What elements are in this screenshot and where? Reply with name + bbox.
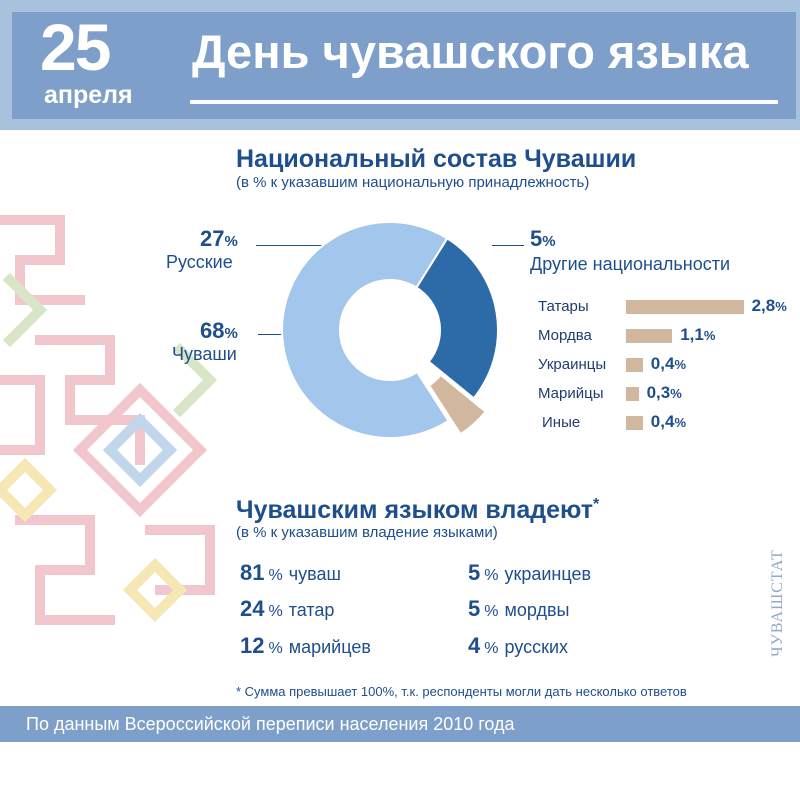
footnote: * Сумма превышает 100%, т.к. респонденты… — [236, 684, 687, 699]
bar-value: 0,4% — [650, 412, 686, 431]
bar — [626, 329, 673, 343]
composition-subtitle: (в % к указавшим национальную принадлежн… — [236, 174, 590, 191]
bar-value: 1,1% — [680, 325, 716, 344]
bar — [626, 358, 643, 372]
language-item: 5% мордвы — [468, 596, 570, 621]
russians-label: Русские — [166, 252, 233, 272]
bar — [626, 300, 744, 314]
russians-leader-line — [256, 245, 326, 246]
bar-value: 0,4% — [650, 354, 686, 373]
source-label: ЧУВАШСТАТ — [758, 528, 798, 688]
date-month: апреля — [44, 81, 133, 109]
bar-value: 0,3% — [646, 383, 682, 402]
languages-title-text: Чувашским языком владеют — [236, 496, 593, 524]
others-slice — [427, 373, 488, 436]
bar-label: Иные — [542, 414, 581, 431]
bar-label: Марийцы — [538, 385, 604, 402]
header-band — [0, 0, 800, 130]
others-leader-line — [492, 245, 524, 246]
bar — [626, 387, 639, 401]
chuvash-percent: 68% — [200, 318, 238, 344]
others-pct-sign: % — [542, 233, 556, 250]
page-title: День чувашского языка — [192, 25, 749, 78]
chuvash-slice — [281, 221, 450, 439]
russians-percent: 27% — [200, 226, 238, 252]
languages-asterisk: * — [592, 496, 600, 513]
bar-value: 2,8% — [751, 296, 787, 315]
bar-label: Татары — [538, 298, 589, 315]
donut-chart — [281, 221, 499, 439]
footer-band: По данным Всероссийской переписи населен… — [0, 706, 800, 742]
language-item: 12% марийцев — [240, 633, 371, 658]
others-label: Другие национальности — [530, 254, 731, 274]
chuvash-value: 68 — [200, 318, 225, 343]
chuvash-label: Чуваши — [172, 344, 237, 364]
source-text: ЧУВАШСТАТ — [769, 549, 786, 657]
language-item: 81% чуваш — [240, 560, 341, 585]
composition-title: Национальный состав Чувашии — [236, 145, 637, 173]
footer-text: По данным Всероссийской переписи населен… — [26, 714, 515, 734]
bar-label: Украинцы — [538, 356, 607, 373]
bar-label: Мордва — [538, 327, 592, 344]
russians-pct-sign: % — [224, 233, 238, 250]
language-item: 5% украинцев — [468, 560, 592, 585]
title-underline — [190, 100, 778, 104]
language-item: 24% татар — [240, 596, 335, 621]
russians-value: 27 — [200, 226, 225, 251]
others-percent: 5% — [530, 226, 556, 252]
date-day: 25 — [40, 10, 111, 84]
languages-title: Чувашским языком владеют* — [236, 496, 599, 525]
ornament-icon — [0, 215, 218, 625]
chuvash-leader-line — [258, 334, 282, 335]
others-value: 5 — [530, 226, 543, 251]
language-item: 4% русских — [468, 633, 569, 658]
bar — [626, 416, 643, 430]
russians-slice — [415, 237, 499, 400]
languages-subtitle: (в % к указавшим владение языками) — [236, 524, 498, 541]
chuvash-pct-sign: % — [224, 325, 238, 342]
